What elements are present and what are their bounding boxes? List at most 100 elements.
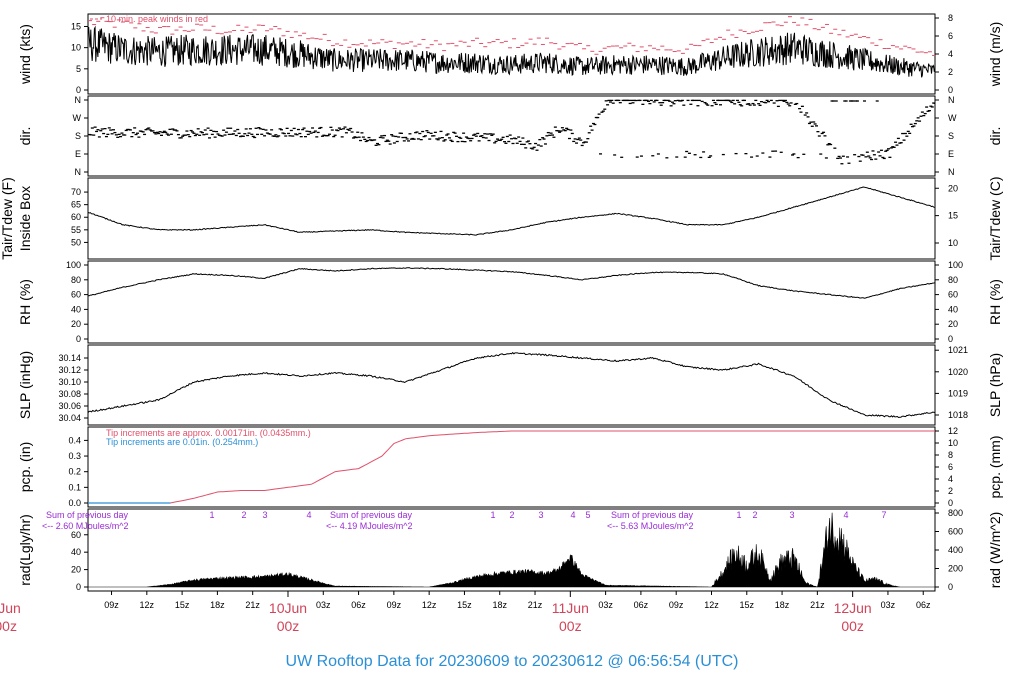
ytick-label-right: 15: [948, 211, 958, 221]
xtick-label: 18z: [492, 600, 507, 610]
ytick-label-right: 0: [948, 582, 953, 592]
ylabel-left: Inside Box: [17, 186, 33, 251]
hour-marker: 4: [306, 510, 311, 520]
ytick-label-left: 30.06: [58, 401, 81, 411]
ytick-label-right: 10: [948, 238, 958, 248]
ytick-label-right: 1021: [948, 345, 968, 355]
day-label-time: 00z: [559, 618, 582, 634]
ytick-label-right: 1019: [948, 388, 968, 398]
ylabel-right: pcp. (mm): [987, 436, 1003, 499]
ytick-label-left: 65: [71, 200, 81, 210]
pcp-line-red: [88, 430, 935, 504]
ytick-label-right: N: [948, 167, 955, 177]
xtick-label: 06z: [634, 600, 649, 610]
ytick-label-left: 0.3: [68, 451, 81, 461]
ytick-label-left: 80: [71, 275, 81, 285]
hour-marker: 2: [509, 510, 514, 520]
ytick-label-left: E: [75, 149, 81, 159]
day-sum-label: Sum of previous day: [611, 510, 694, 520]
day-label-date: 12Jun: [834, 600, 872, 616]
ylabel-left: pcp. (in): [17, 442, 33, 493]
xtick-label: 15z: [175, 600, 190, 610]
xtick-label: 06z: [916, 600, 931, 610]
ytick-label-right: 400: [948, 545, 963, 555]
ytick-label-left: 50: [71, 237, 81, 247]
ytick-label-left: 15: [71, 21, 81, 31]
ytick-label-right: 8: [948, 13, 953, 23]
ytick-label-right: 100: [948, 260, 963, 270]
hour-marker: 5: [585, 510, 590, 520]
day-sum-label: Sum of previous day: [330, 510, 413, 520]
day-label-time: 00z: [841, 618, 864, 634]
panel-wind: 0 5 10 15 0 2 4 6 8 wind (kts) wind (m/s) 10 min. p…: [17, 13, 1003, 95]
ytick-label-left: 0.0: [68, 498, 81, 508]
ylabel-left: SLP (inHg): [17, 351, 33, 419]
ytick-label-right: S: [948, 131, 954, 141]
ytick-label-right: 8: [948, 450, 953, 460]
ytick-label-right: 0: [948, 85, 953, 95]
xtick-label: 18z: [775, 600, 790, 610]
pressure-line: [88, 351, 935, 419]
hour-marker: 1: [209, 510, 214, 520]
ytick-label-right: 4: [948, 474, 953, 484]
panel-rh: 0 20 40 60 80 100 0 20 40 60 80 100 RH (%) RH (%): [17, 260, 1003, 344]
ytick-label-left: 55: [71, 225, 81, 235]
xtick-label: 12z: [422, 600, 437, 610]
ytick-label-right: 20: [948, 183, 958, 193]
ytick-label-right: N: [948, 95, 955, 105]
hour-marker: 7: [881, 510, 886, 520]
ytick-label-left: 30.12: [58, 365, 81, 375]
ytick-label-right: 10: [948, 438, 958, 448]
hour-marker: 2: [241, 510, 246, 520]
direction-frame: [87, 95, 936, 177]
xtick-label: 15z: [457, 600, 472, 610]
hour-marker: 3: [789, 510, 794, 520]
ytick-label-left: 40: [71, 304, 81, 314]
day-label-date: 10Jun: [269, 600, 307, 616]
xtick-label: 03z: [598, 600, 613, 610]
ytick-label-right: 12: [948, 426, 958, 436]
day-label-date: 9Jun: [0, 600, 21, 616]
xtick-label: 09z: [387, 600, 402, 610]
ytick-label-right: W: [948, 113, 957, 123]
temperature-line: [88, 186, 935, 236]
chart-title: UW Rooftop Data for 20230609 to 20230612…: [286, 653, 739, 670]
rh-line: [88, 267, 935, 299]
xtick-label: 12z: [704, 600, 719, 610]
ytick-label-left: 0.4: [68, 435, 81, 445]
ylabel-right: SLP (hPa): [987, 353, 1003, 417]
ytick-label-right: 200: [948, 564, 963, 574]
xtick-label: 15z: [740, 600, 755, 610]
ytick-label-left: 60: [71, 530, 81, 540]
radiation-area: [88, 512, 935, 588]
ytick-label-left: 10: [71, 43, 81, 53]
ytick-label-right: 2: [948, 486, 953, 496]
hour-marker: 3: [538, 510, 543, 520]
xtick-label: 12z: [140, 600, 155, 610]
ytick-label-right: 0: [948, 498, 953, 508]
ytick-label-right: 0: [948, 334, 953, 344]
ytick-label-left: N: [75, 95, 82, 105]
ytick-label-left: N: [75, 167, 82, 177]
hour-marker: 4: [570, 510, 575, 520]
ytick-label-left: 0.1: [68, 482, 81, 492]
temperature-frame: [87, 177, 936, 260]
ylabel-left: Tair/Tdew (F): [0, 177, 15, 259]
ytick-label-right: 1018: [948, 410, 968, 420]
ytick-label-left: 60: [71, 290, 81, 300]
ylabel-left: dir.: [17, 127, 33, 146]
ytick-label-right: 80: [948, 275, 958, 285]
ytick-label-right: 40: [948, 304, 958, 314]
hour-marker: 4: [843, 510, 848, 520]
panel-temperature: 50 55 60 65 70 10 15 20 Tair/Tdew (F) Inside Box T…: [0, 176, 1003, 260]
ytick-label-left: 30.08: [58, 389, 81, 399]
tip-note-red: Tip increments are approx. 0.00171in. (0…: [106, 428, 311, 438]
ytick-label-right: 20: [948, 319, 958, 329]
ytick-label-right: 800: [948, 508, 963, 518]
ytick-label-left: 5: [76, 64, 81, 74]
day-sum-label: Sum of previous day: [46, 510, 129, 520]
ylabel-right: Tair/Tdew (C): [987, 176, 1003, 260]
day-sum-value: <-- 5.63 MJoules/m^2: [607, 521, 694, 531]
panel-pressure: 30.04 30.06 30.08 30.10 30.12 30.14 1018 1019 10…: [17, 344, 1003, 426]
